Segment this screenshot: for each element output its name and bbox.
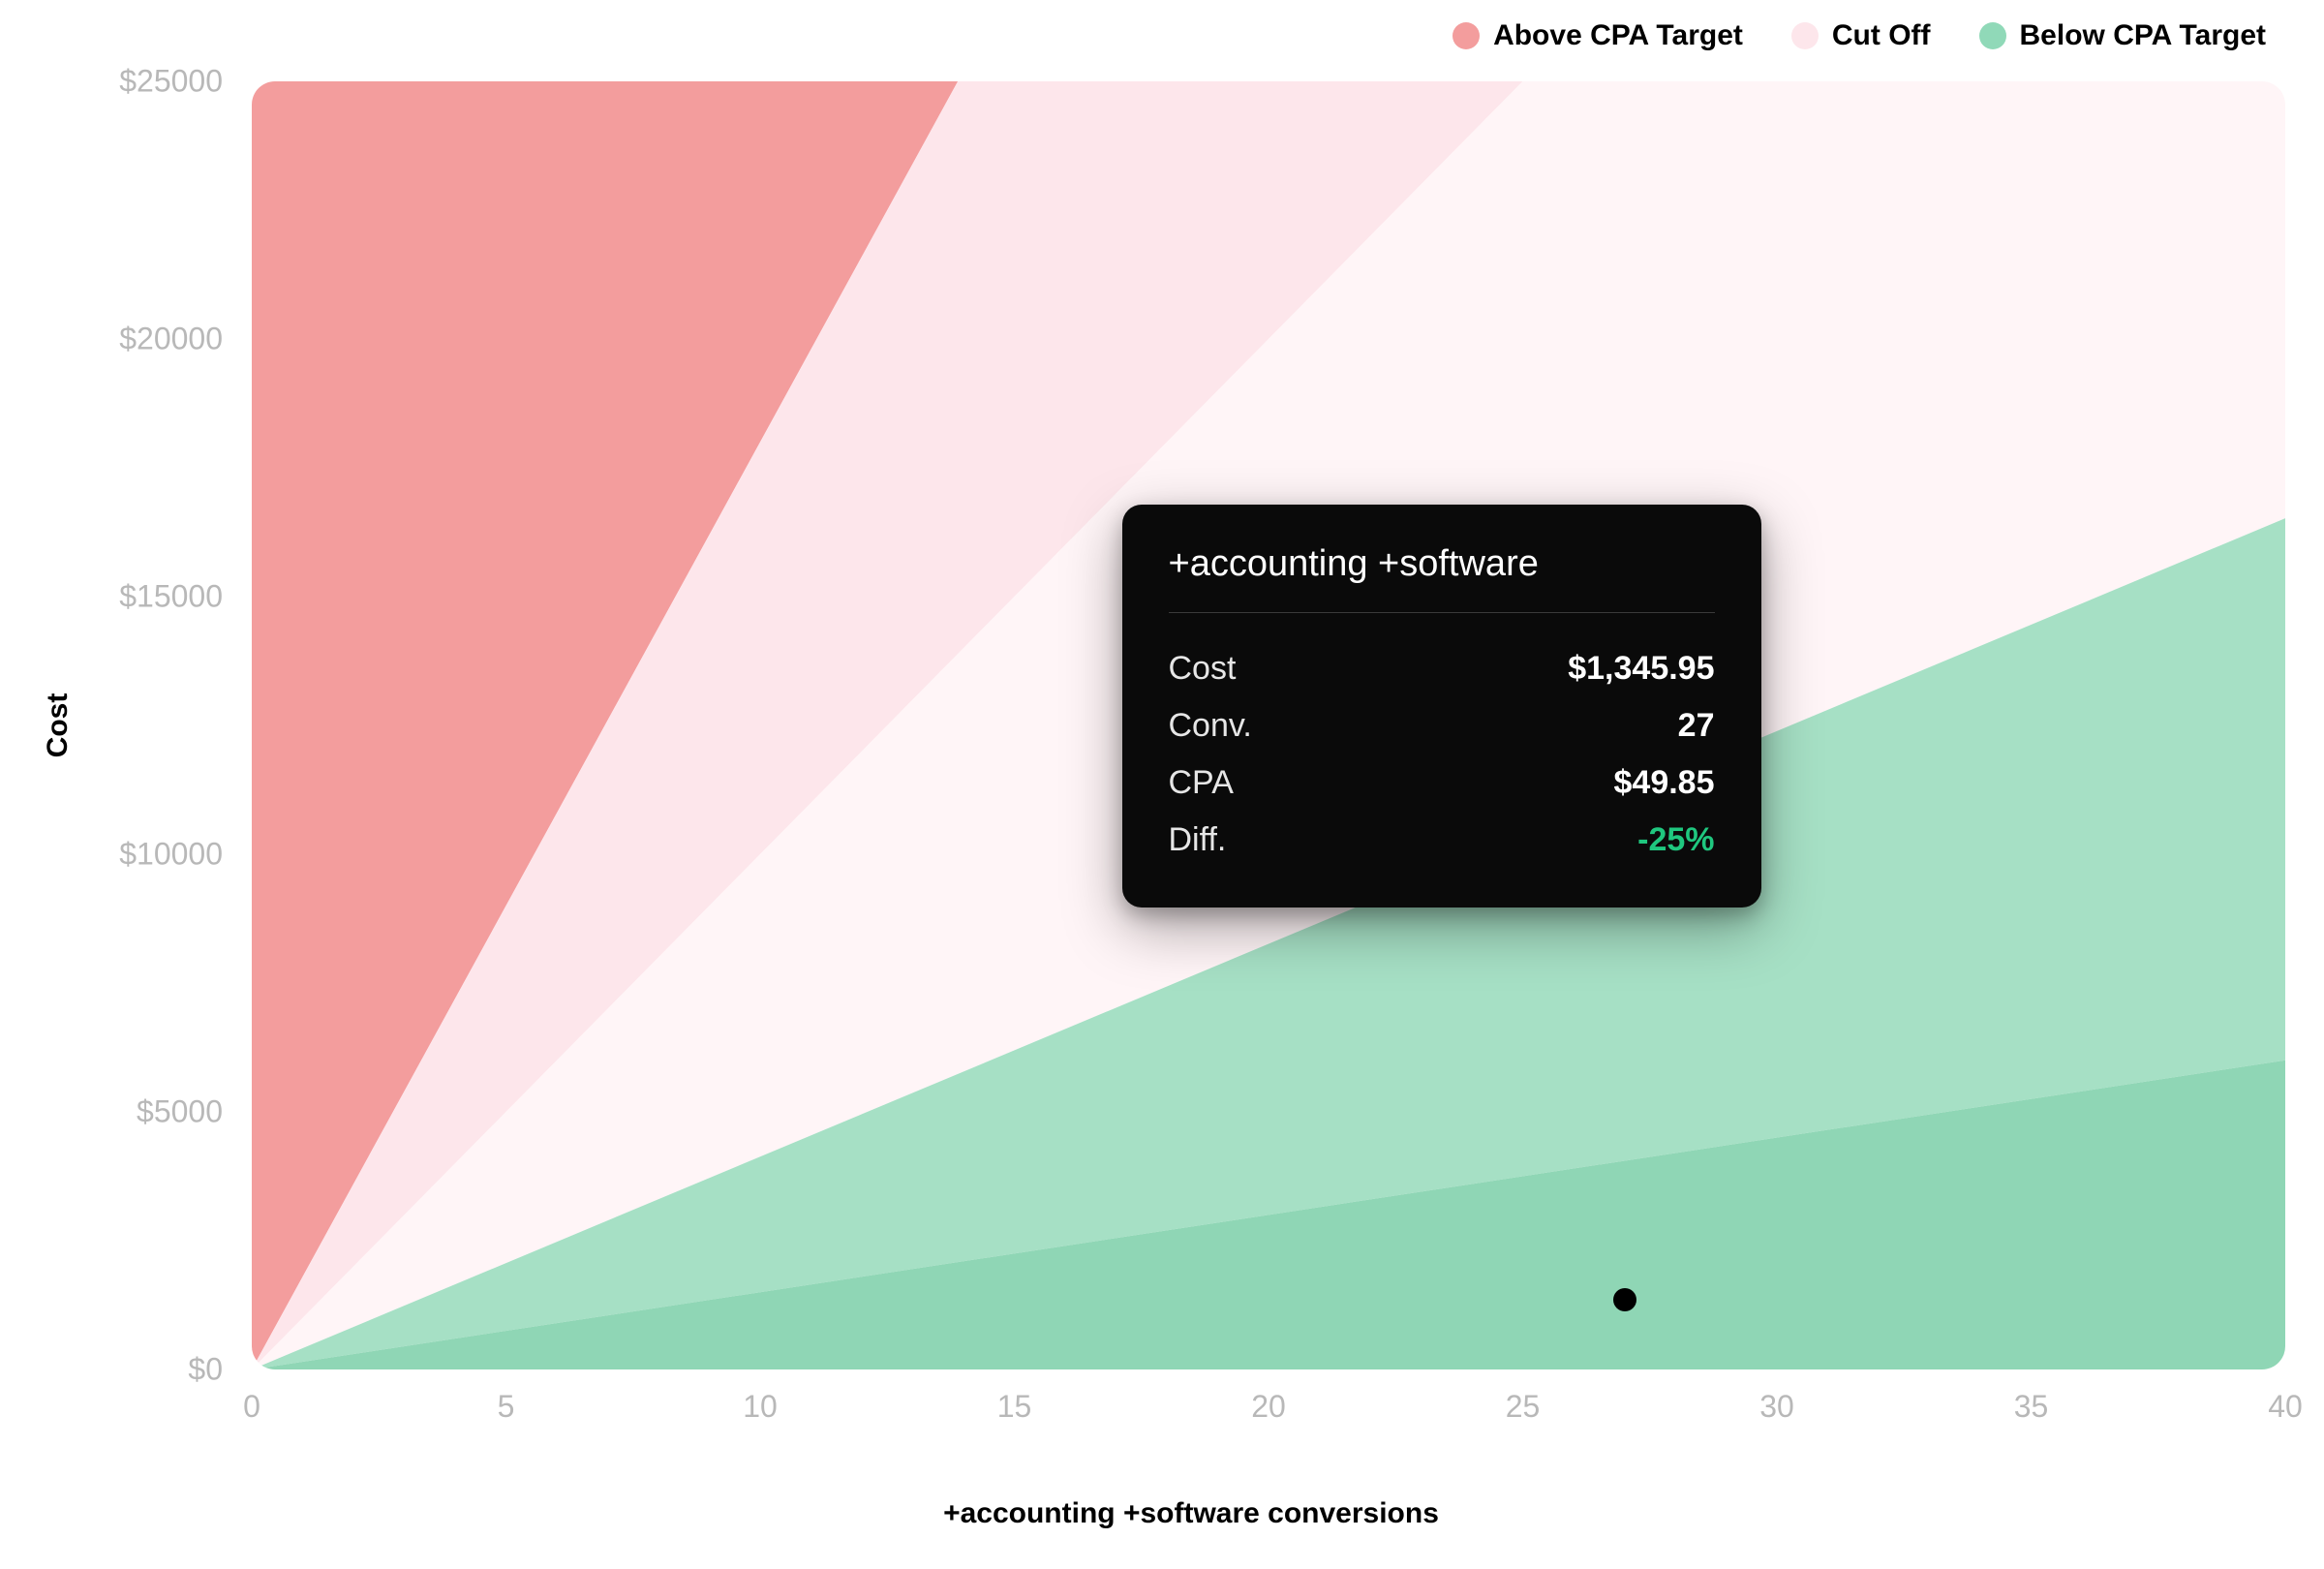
tooltip-value: 27 (1678, 707, 1715, 745)
y-tick: $20000 (119, 322, 223, 357)
legend-item-below: Below CPA Target (1979, 19, 2266, 52)
x-tick: 25 (1506, 1389, 1541, 1425)
x-tick: 30 (1759, 1389, 1794, 1425)
legend-label: Cut Off (1832, 19, 1931, 52)
x-tick: 10 (743, 1389, 778, 1425)
tooltip-key: Diff. (1169, 821, 1227, 859)
cpa-region-chart: Above CPA Target Cut Off Below CPA Targe… (97, 19, 2285, 1550)
y-axis-label: Cost (42, 693, 75, 758)
tooltip-row: CPA $49.85 (1169, 754, 1715, 812)
tooltip-value: -25% (1637, 821, 1714, 859)
legend-swatch-cutoff (1791, 22, 1819, 49)
plot-wrap: Cost $0$5000$10000$15000$20000$25000 051… (97, 81, 2285, 1369)
y-tick: $5000 (137, 1094, 223, 1130)
x-axis: 0510152025303540 (252, 1389, 2285, 1437)
y-axis: $0$5000$10000$15000$20000$25000 (97, 81, 242, 1369)
x-tick: 15 (997, 1389, 1032, 1425)
tooltip-key: Cost (1169, 650, 1237, 688)
chart-legend: Above CPA Target Cut Off Below CPA Targe… (97, 19, 2285, 52)
x-tick: 0 (243, 1389, 260, 1425)
tooltip-key: Conv. (1169, 707, 1252, 745)
legend-item-cutoff: Cut Off (1791, 19, 1931, 52)
y-tick: $10000 (119, 837, 223, 873)
x-tick: 35 (2014, 1389, 2049, 1425)
x-axis-label: +accounting +software conversions (97, 1497, 2285, 1530)
legend-item-above: Above CPA Target (1452, 19, 1743, 52)
tooltip-row: Diff. -25% (1169, 812, 1715, 869)
tooltip-key: CPA (1169, 764, 1234, 802)
tooltip-row: Conv. 27 (1169, 697, 1715, 754)
tooltip-title: +accounting +software (1169, 543, 1715, 613)
y-tick: $0 (188, 1352, 223, 1388)
legend-swatch-below (1979, 22, 2006, 49)
tooltip-value: $49.85 (1614, 764, 1715, 802)
y-tick: $15000 (119, 579, 223, 615)
legend-swatch-above (1452, 22, 1480, 49)
y-tick: $25000 (119, 64, 223, 100)
x-tick: 20 (1251, 1389, 1286, 1425)
data-point[interactable] (1613, 1288, 1636, 1311)
tooltip-row: Cost $1,345.95 (1169, 640, 1715, 697)
x-tick: 5 (498, 1389, 515, 1425)
x-tick: 40 (2268, 1389, 2303, 1425)
legend-label: Above CPA Target (1493, 19, 1743, 52)
legend-label: Below CPA Target (2020, 19, 2266, 52)
data-tooltip: +accounting +software Cost $1,345.95 Conv.… (1122, 505, 1761, 908)
tooltip-value: $1,345.95 (1568, 650, 1714, 688)
